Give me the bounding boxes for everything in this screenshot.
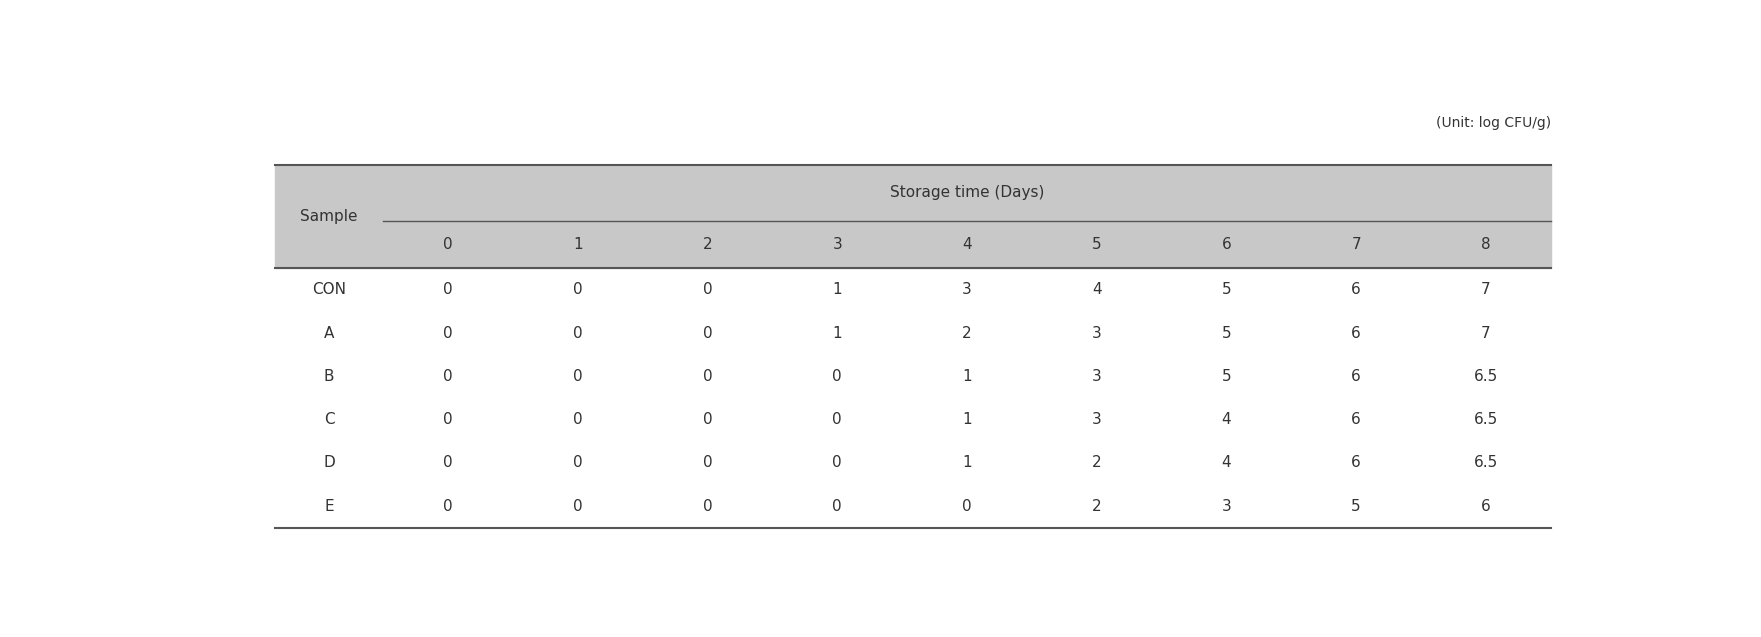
Bar — [275, 165, 1551, 268]
Text: A: A — [324, 326, 335, 341]
Text: 0: 0 — [962, 499, 972, 513]
Text: 5: 5 — [1092, 237, 1102, 252]
Text: 6: 6 — [1222, 237, 1231, 252]
Text: 6.5: 6.5 — [1474, 369, 1499, 384]
Text: 5: 5 — [1351, 499, 1361, 513]
Text: 0: 0 — [572, 326, 583, 341]
Text: 2: 2 — [962, 326, 972, 341]
Text: 6.5: 6.5 — [1474, 455, 1499, 470]
Text: 0: 0 — [703, 326, 713, 341]
Text: 3: 3 — [1092, 326, 1102, 341]
Text: 6: 6 — [1351, 369, 1361, 384]
Text: 0: 0 — [444, 282, 453, 297]
Text: 0: 0 — [703, 499, 713, 513]
Text: 0: 0 — [833, 455, 842, 470]
Text: 7: 7 — [1481, 326, 1492, 341]
Text: 0: 0 — [703, 282, 713, 297]
Text: Sample: Sample — [299, 209, 357, 224]
Text: 3: 3 — [1092, 412, 1102, 427]
Text: 0: 0 — [703, 369, 713, 384]
Text: 4: 4 — [1092, 282, 1102, 297]
Text: 0: 0 — [572, 412, 583, 427]
Text: 7: 7 — [1351, 237, 1361, 252]
Text: 1: 1 — [572, 237, 583, 252]
Text: CON: CON — [312, 282, 345, 297]
Text: 6: 6 — [1481, 499, 1492, 513]
Text: 0: 0 — [572, 282, 583, 297]
Text: 0: 0 — [572, 499, 583, 513]
Text: 1: 1 — [962, 455, 972, 470]
Text: 0: 0 — [833, 412, 842, 427]
Text: 0: 0 — [572, 455, 583, 470]
Text: 3: 3 — [1092, 369, 1102, 384]
Text: 0: 0 — [444, 326, 453, 341]
Text: 3: 3 — [1222, 499, 1231, 513]
Text: 2: 2 — [1092, 499, 1102, 513]
Text: 0: 0 — [833, 499, 842, 513]
Text: 5: 5 — [1222, 369, 1231, 384]
Text: 0: 0 — [703, 455, 713, 470]
Text: 0: 0 — [444, 455, 453, 470]
Text: 0: 0 — [572, 369, 583, 384]
Text: D: D — [322, 455, 335, 470]
Text: 1: 1 — [833, 326, 842, 341]
Text: 1: 1 — [962, 412, 972, 427]
Text: 1: 1 — [833, 282, 842, 297]
Text: 4: 4 — [1222, 412, 1231, 427]
Text: 0: 0 — [444, 369, 453, 384]
Text: 0: 0 — [444, 499, 453, 513]
Text: 5: 5 — [1222, 326, 1231, 341]
Text: 0: 0 — [444, 237, 453, 252]
Text: 3: 3 — [962, 282, 972, 297]
Text: 6: 6 — [1351, 455, 1361, 470]
Text: 1: 1 — [962, 369, 972, 384]
Text: 2: 2 — [703, 237, 713, 252]
Text: 6: 6 — [1351, 412, 1361, 427]
Text: 0: 0 — [444, 412, 453, 427]
Text: 0: 0 — [833, 369, 842, 384]
Text: Storage time (Days): Storage time (Days) — [889, 185, 1044, 201]
Text: 2: 2 — [1092, 455, 1102, 470]
Text: (Unit: log CFU/g): (Unit: log CFU/g) — [1435, 117, 1551, 131]
Text: 7: 7 — [1481, 282, 1492, 297]
Text: 3: 3 — [833, 237, 842, 252]
Text: 8: 8 — [1481, 237, 1492, 252]
Text: 6: 6 — [1351, 326, 1361, 341]
Text: C: C — [324, 412, 335, 427]
Text: E: E — [324, 499, 335, 513]
Text: 6.5: 6.5 — [1474, 412, 1499, 427]
Text: 0: 0 — [703, 412, 713, 427]
Text: B: B — [324, 369, 335, 384]
Text: 5: 5 — [1222, 282, 1231, 297]
Text: 4: 4 — [1222, 455, 1231, 470]
Text: 4: 4 — [962, 237, 972, 252]
Text: 6: 6 — [1351, 282, 1361, 297]
